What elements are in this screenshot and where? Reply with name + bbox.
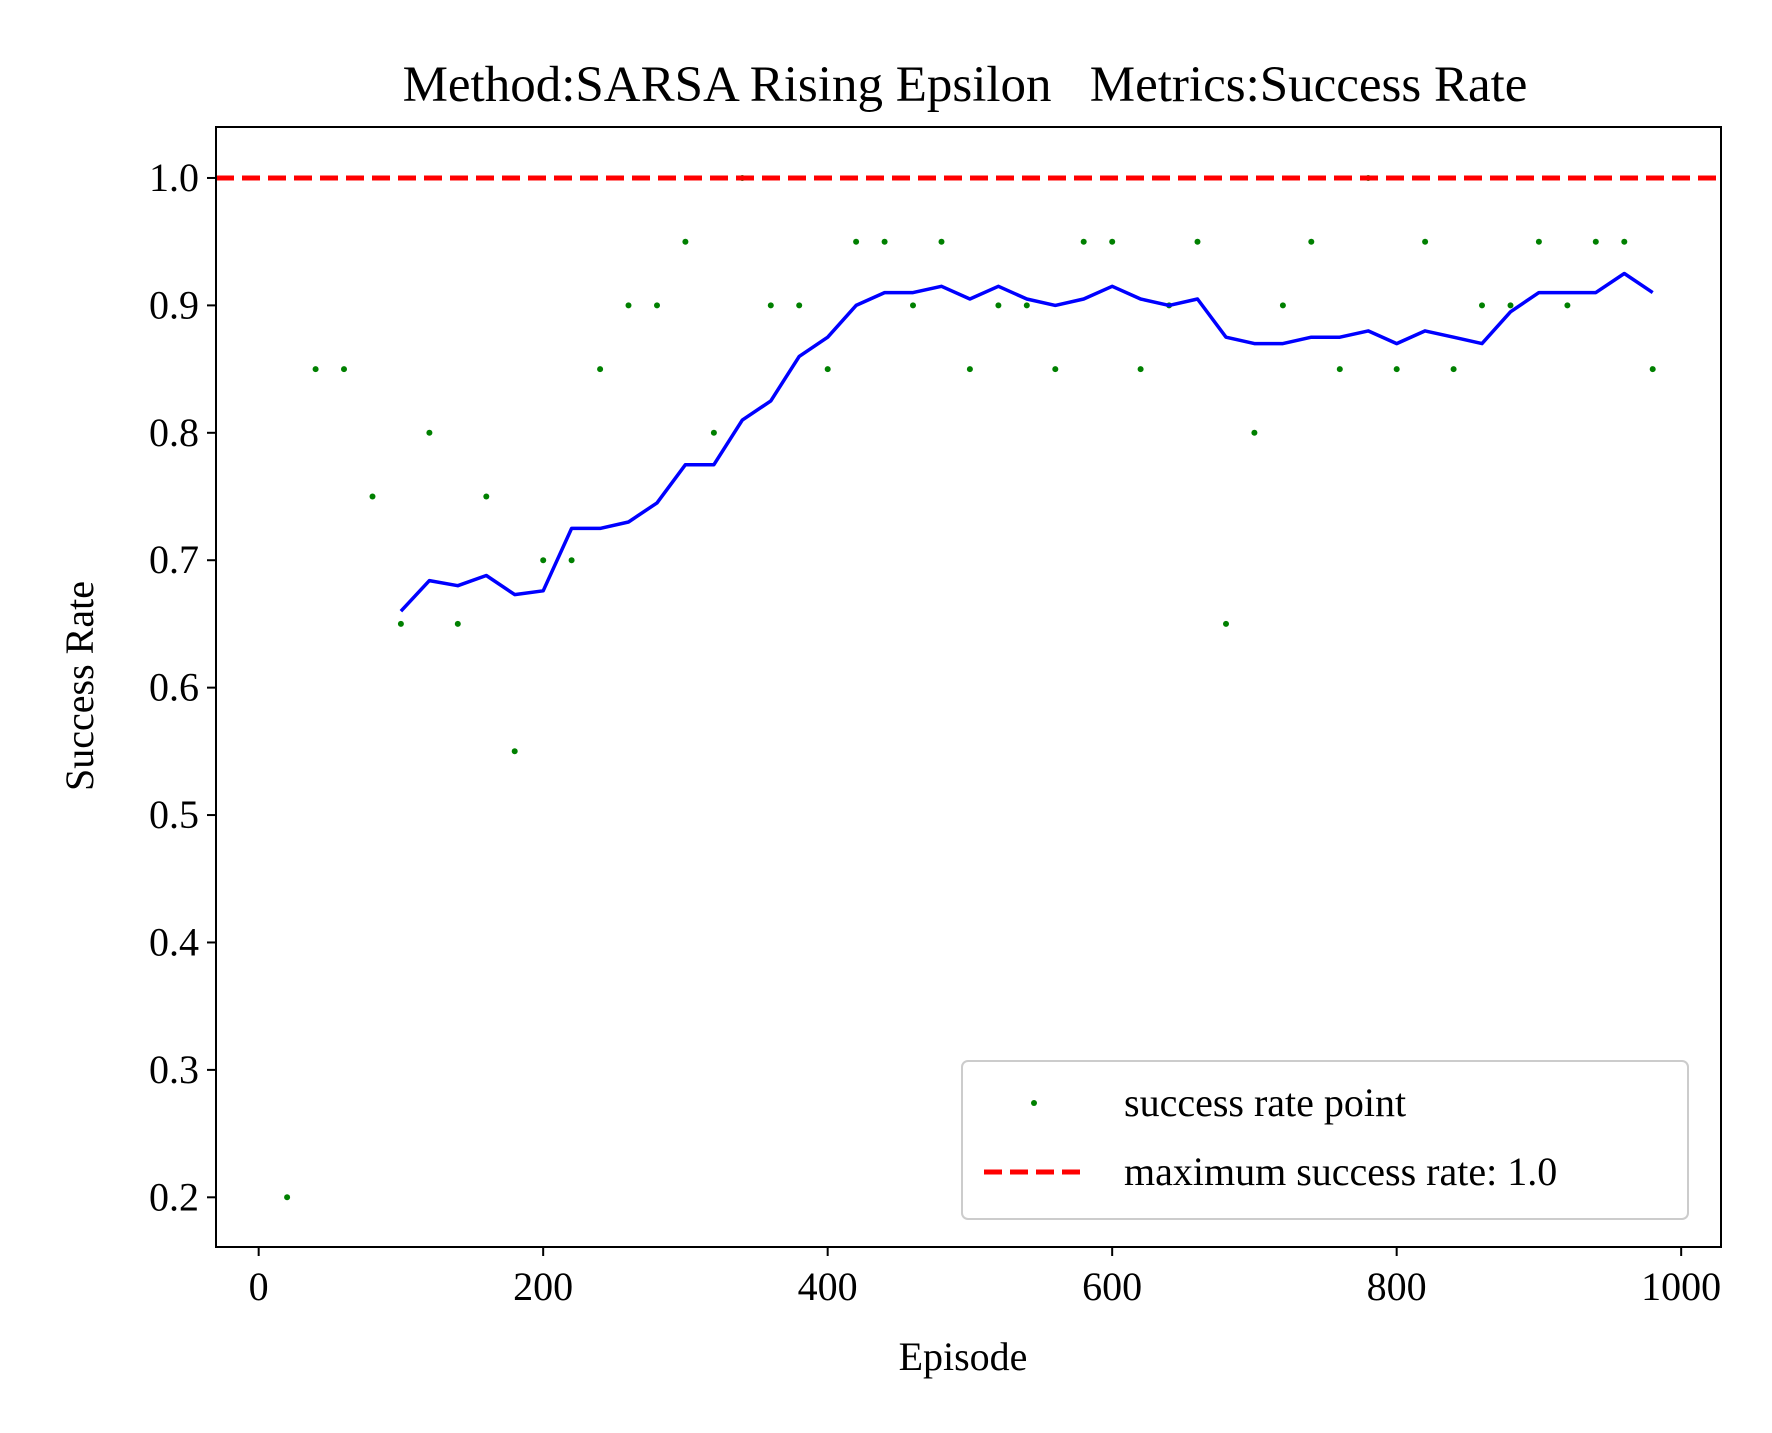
success-rate-point [625, 302, 632, 309]
success-rate-point [966, 366, 973, 373]
success-rate-point [682, 238, 689, 245]
legend-frame [961, 1060, 1689, 1220]
y-tick-label: 0.9 [149, 282, 199, 327]
success-rate-point [1592, 238, 1599, 245]
success-rate-point [1251, 429, 1258, 436]
plot-area [216, 175, 1721, 1201]
success-rate-point [454, 620, 461, 627]
success-rate-point [312, 366, 319, 373]
success-rate-point [284, 1194, 291, 1201]
x-tick-label: 400 [798, 1264, 858, 1309]
x-tick-label: 0 [249, 1264, 269, 1309]
success-rate-point [1422, 238, 1429, 245]
success-rate-point [483, 493, 490, 500]
x-tick-label: 800 [1367, 1264, 1427, 1309]
success-rate-point [853, 238, 860, 245]
success-rate-point [1223, 620, 1229, 627]
success-rate-point [1450, 366, 1457, 373]
success-rate-point [796, 302, 803, 309]
success-rate-point [881, 238, 888, 245]
success-rate-point [397, 620, 404, 627]
y-tick-label: 0.7 [149, 537, 199, 582]
success-rate-point [1564, 302, 1571, 309]
success-rate-point [1535, 238, 1542, 245]
moving-average-line [399, 271, 1654, 613]
y-tick-label: 0.4 [149, 919, 199, 964]
x-axis-label: Episode [899, 1334, 1028, 1379]
success-rate-point [1194, 238, 1201, 245]
success-rate-point [1308, 238, 1315, 245]
success-rate-point [1336, 366, 1343, 373]
success-rate-point [710, 429, 717, 436]
success-rate-point [1479, 302, 1485, 309]
success-rate-point [1621, 238, 1628, 245]
success-rate-point [1080, 238, 1087, 245]
y-tick-label: 1.0 [149, 155, 199, 200]
success-rate-point [938, 238, 945, 245]
y-tick-label: 0.5 [149, 792, 199, 837]
plot-frame [215, 126, 1722, 1248]
success-rate-point [597, 366, 604, 373]
success-rate-point [1507, 302, 1514, 309]
y-tick-label: 0.8 [149, 410, 199, 455]
success-rate-point [1137, 366, 1144, 373]
legend: success rate point maximum success rate:… [961, 1060, 1689, 1220]
success-rate-point [910, 302, 916, 309]
success-rate-point [426, 429, 433, 436]
success-rate-point [1393, 366, 1400, 373]
success-rate-point [995, 302, 1002, 309]
success-rate-point [1109, 238, 1116, 245]
legend-label-maximum-success-rate: maximum success rate: 1.0 [1124, 1149, 1557, 1194]
success-rate-point [568, 557, 575, 564]
axes: 0 200 400 600 800 1000 0.2 0.3 0.4 0.5 0.6 0.7 0.8 0.… [149, 126, 1722, 1309]
legend-label-success-rate-point: success rate point [1124, 1080, 1406, 1125]
y-tick-label: 0.3 [149, 1047, 199, 1092]
success-rate-point [1052, 366, 1059, 373]
success-rate-point [511, 748, 518, 755]
y-tick-label: 0.6 [149, 665, 199, 710]
x-tick-label: 1000 [1641, 1264, 1721, 1309]
success-rate-point [540, 557, 547, 564]
success-rate-point [341, 366, 347, 373]
success-rate-point [824, 366, 831, 373]
x-tick-label: 200 [513, 1264, 573, 1309]
y-tick-label: 0.2 [149, 1174, 199, 1219]
success-rate-point [1279, 302, 1286, 309]
legend-marker-success-rate-point [1031, 1100, 1037, 1106]
chart-title: Method:SARSA Rising Epsilon Metrics:Succ… [403, 57, 1528, 113]
y-axis-label: Success Rate [57, 581, 102, 791]
x-tick-label: 600 [1082, 1264, 1142, 1309]
success-rate-point [1023, 302, 1030, 309]
success-rate-point [1649, 366, 1656, 373]
success-rate-point [654, 302, 660, 309]
success-rate-point [767, 302, 774, 309]
success-rate-point [369, 493, 376, 500]
